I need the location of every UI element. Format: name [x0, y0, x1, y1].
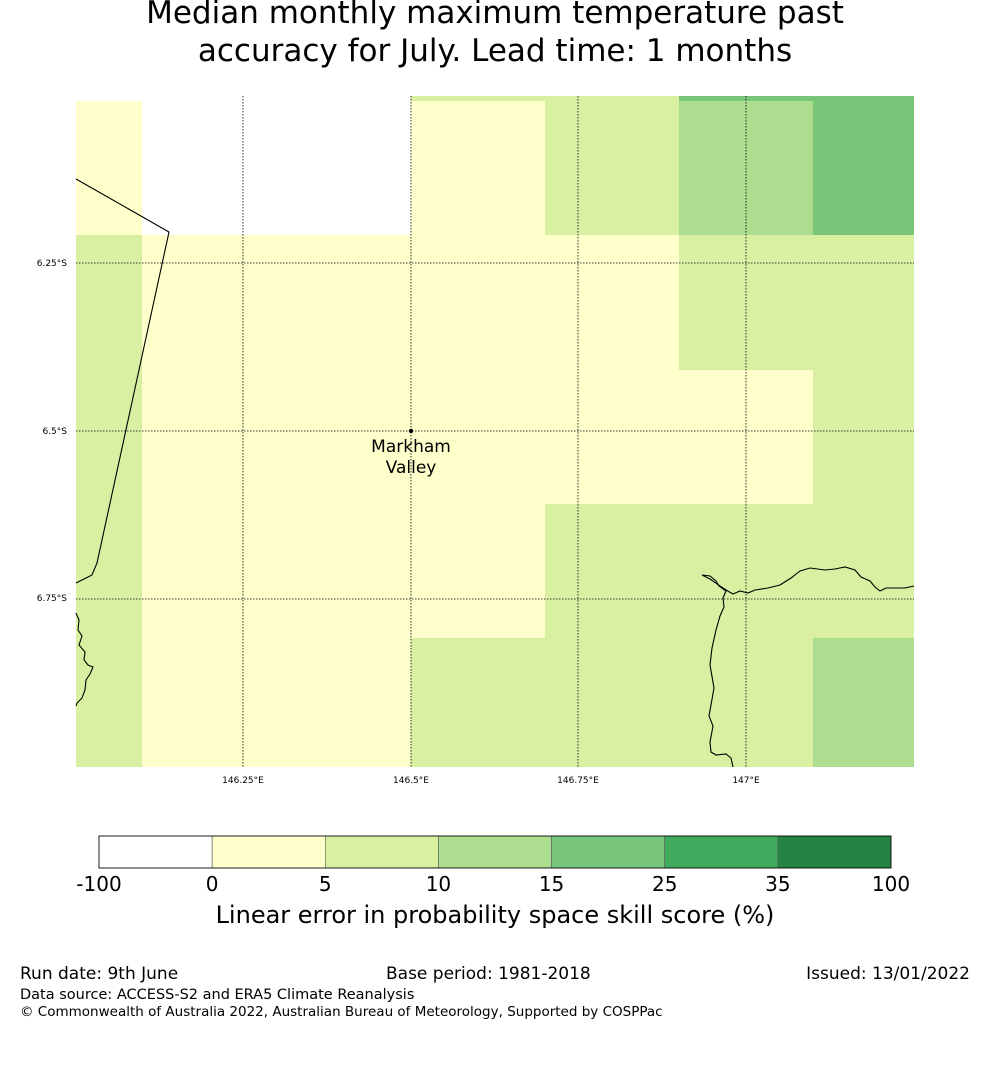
colorbar-swatch — [777, 835, 892, 869]
grid-cell — [545, 96, 679, 235]
colorbar-swatch — [438, 835, 552, 869]
colorbar-swatch — [98, 835, 213, 869]
colorbar — [98, 835, 892, 869]
colorbar-tick-label: 10 — [425, 872, 452, 896]
colorbar-outline — [98, 835, 892, 869]
colorbar-label: Linear error in probability space skill … — [215, 901, 775, 929]
coastline-east — [701, 566, 915, 595]
coastline-river — [701, 574, 734, 768]
grid-cell — [142, 370, 813, 504]
place-label-line-2: Valley — [386, 458, 437, 478]
copyright: © Commonwealth of Australia 2022, Austra… — [20, 1004, 663, 1020]
lon-label: 146.25°E — [222, 776, 264, 786]
coastline-west — [75, 612, 94, 707]
place-label-line-1: Markham — [371, 437, 451, 457]
colorbar-tick-label: 35 — [765, 872, 791, 896]
title-line-1: Median monthly maximum temperature past — [146, 0, 844, 31]
grid-cell — [813, 96, 914, 235]
colorbar-tick-label: 25 — [651, 872, 678, 896]
colorbar-swatch — [211, 835, 326, 869]
markham-valley-marker — [408, 428, 414, 434]
grid-cell — [813, 638, 914, 767]
grid-cell — [411, 96, 545, 101]
run-date: Run date: 9th June — [20, 964, 179, 984]
graticule — [76, 96, 914, 767]
grid-cell — [679, 96, 813, 101]
grid-cell — [411, 101, 545, 235]
lon-label: 146.75°E — [557, 776, 599, 786]
title-line-2: accuracy for July. Lead time: 1 months — [197, 33, 793, 69]
lon-label: 146.5°E — [393, 776, 429, 786]
grid-cell — [76, 101, 142, 235]
colorbar-tick-label: 100 — [871, 872, 911, 896]
chart-title: Median monthly maximum temperature past … — [0, 0, 990, 70]
coastlines — [75, 178, 915, 768]
colorbar-swatch — [664, 835, 779, 869]
colorbar-swatch — [551, 835, 666, 869]
skill-grid — [76, 96, 914, 767]
border-line — [75, 178, 170, 584]
colorbar-tick-label: 15 — [538, 872, 565, 896]
base-period: Base period: 1981-2018 — [386, 964, 591, 984]
colorbar-tick-label: 0 — [205, 872, 219, 896]
lat-label: 6.75°S — [37, 594, 68, 604]
grid-cell — [142, 235, 679, 370]
issued-date: Issued: 13/01/2022 — [806, 964, 970, 984]
colorbar-tick-label: -100 — [76, 872, 122, 896]
lat-label: 6.25°S — [37, 259, 68, 269]
lat-label: 6.5°S — [42, 427, 67, 437]
lon-label: 147°E — [732, 776, 760, 786]
grid-cell — [142, 638, 411, 767]
grid-cell — [142, 504, 545, 638]
colorbar-swatch — [324, 835, 439, 869]
data-source: Data source: ACCESS-S2 and ERA5 Climate … — [20, 987, 415, 1003]
colorbar-tick-label: 5 — [318, 872, 332, 896]
